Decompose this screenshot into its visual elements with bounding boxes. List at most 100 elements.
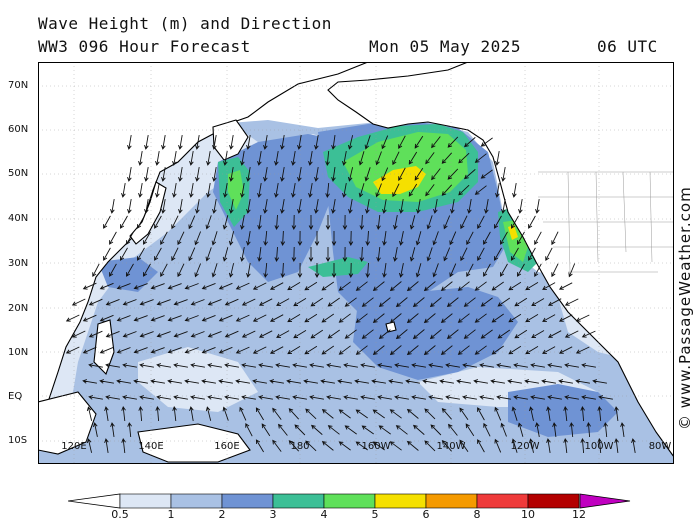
wave-direction-arrow	[65, 346, 80, 354]
wave-direction-arrow	[255, 407, 264, 421]
wave-direction-arrow	[160, 263, 168, 278]
wave-direction-arrow	[558, 282, 573, 290]
wave-direction-arrow	[258, 395, 273, 400]
wave-direction-arrow	[372, 313, 385, 323]
wave-direction-arrow	[167, 283, 182, 290]
wave-direction-arrow	[530, 395, 545, 400]
wave-direction-arrow	[205, 215, 212, 230]
legend-left-arrow	[68, 493, 121, 509]
wave-direction-arrow	[86, 438, 93, 453]
wave-direction-arrow	[428, 363, 443, 368]
lon-label-140e: 140E	[138, 441, 164, 452]
wave-direction-arrow	[457, 313, 470, 323]
wave-direction-arrow	[496, 395, 511, 400]
wave-direction-arrow	[263, 135, 268, 150]
wave-direction-arrow	[474, 281, 487, 291]
legend-swatch	[476, 493, 529, 509]
wave-direction-arrow	[120, 247, 128, 261]
wave-direction-arrow	[309, 395, 324, 400]
wave-direction-arrow	[355, 313, 368, 323]
wave-direction-arrow	[445, 395, 460, 400]
wave-direction-arrow	[292, 363, 307, 368]
wave-direction-arrow	[378, 329, 391, 339]
wave-height-map[interactable]	[38, 62, 674, 464]
wave-direction-arrow	[411, 363, 426, 368]
wave-direction-arrow	[155, 151, 160, 166]
wave-direction-arrow	[491, 281, 504, 291]
wave-direction-arrow	[222, 247, 229, 262]
wave-direction-arrow	[235, 282, 250, 290]
wave-direction-arrow	[496, 363, 511, 368]
wave-direction-arrow	[139, 395, 154, 400]
wave-direction-arrow	[517, 231, 525, 245]
legend-swatch	[119, 493, 172, 509]
wave-direction-arrow	[127, 167, 132, 182]
wave-direction-arrow	[224, 298, 239, 306]
wave-direction-arrow	[458, 152, 470, 164]
wave-direction-arrow	[122, 299, 137, 306]
wave-direction-arrow	[222, 406, 229, 421]
wave-direction-arrow	[314, 199, 319, 214]
wave-direction-arrow	[483, 422, 491, 437]
wave-direction-arrow	[150, 347, 165, 354]
lon-label-120w: 120W	[510, 441, 540, 452]
wave-direction-arrow	[547, 330, 562, 338]
wave-direction-arrow	[545, 247, 553, 262]
wave-direction-arrow	[116, 379, 131, 384]
wave-direction-arrow	[389, 441, 402, 451]
wave-direction-arrow	[133, 379, 148, 384]
wave-direction-arrow	[235, 346, 250, 354]
wave-direction-arrow	[218, 314, 233, 322]
wave-direction-arrow	[167, 379, 182, 384]
wave-direction-arrow	[109, 263, 117, 277]
forecast-time: 06 UTC	[597, 37, 658, 56]
wave-direction-arrow	[222, 215, 229, 230]
wave-direction-arrow	[105, 363, 120, 368]
wave-direction-arrow	[241, 395, 256, 400]
wave-direction-arrow	[393, 247, 398, 262]
wave-direction-arrow	[412, 329, 425, 340]
wave-direction-arrow	[138, 183, 143, 198]
wave-direction-arrow	[201, 314, 216, 322]
wave-direction-arrow	[331, 199, 336, 214]
wave-direction-arrow	[99, 282, 114, 290]
wave-direction-arrow	[479, 363, 494, 368]
wave-direction-arrow	[542, 282, 556, 290]
wave-direction-arrow	[310, 297, 324, 307]
wave-direction-arrow	[88, 330, 103, 338]
wave-direction-arrow	[184, 347, 199, 354]
wave-direction-arrow	[441, 407, 452, 420]
wave-direction-arrow	[269, 314, 284, 322]
wave-direction-arrow	[360, 395, 375, 400]
wave-direction-arrow	[188, 215, 196, 230]
wave-direction-arrow	[466, 263, 474, 278]
wave-direction-arrow	[494, 438, 502, 453]
wave-direction-arrow	[246, 263, 251, 278]
wave-direction-arrow	[308, 151, 313, 166]
wave-direction-arrow	[474, 185, 487, 195]
wave-direction-arrow	[551, 263, 559, 278]
wave-direction-arrow	[206, 183, 211, 198]
wave-direction-arrow	[177, 263, 185, 278]
wave-direction-arrow	[412, 297, 425, 308]
wave-direction-arrow	[224, 330, 239, 338]
wave-direction-arrow	[547, 363, 562, 368]
wave-direction-arrow	[99, 314, 114, 322]
lat-label-40n: 40N	[8, 213, 29, 224]
wave-direction-arrow	[156, 363, 171, 368]
wave-direction-arrow	[462, 395, 477, 400]
wave-direction-arrow	[172, 151, 177, 166]
lon-label-160w: 160W	[361, 441, 391, 452]
wave-direction-arrow	[65, 314, 80, 322]
wave-direction-arrow	[480, 297, 493, 307]
wave-direction-arrow	[580, 438, 585, 454]
wave-direction-arrow	[150, 315, 165, 322]
wave-direction-arrow	[71, 298, 86, 306]
wave-direction-arrow	[441, 439, 452, 452]
wave-direction-arrow	[484, 199, 489, 214]
wave-direction-arrow	[466, 231, 474, 246]
wave-direction-arrow	[287, 282, 301, 291]
wave-direction-arrow	[343, 395, 358, 400]
wave-direction-arrow	[120, 215, 128, 229]
legend-tick-label: 3	[269, 508, 277, 521]
